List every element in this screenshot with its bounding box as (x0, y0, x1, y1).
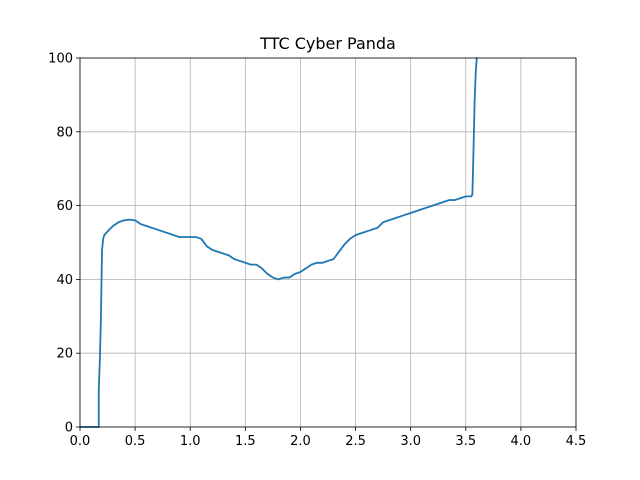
y-tick-label: 20 (56, 347, 73, 362)
y-tick-label: 100 (48, 52, 73, 67)
y-tick-label: 60 (56, 199, 73, 214)
series-line-0 (79, 57, 478, 428)
x-tick-label: 2.0 (290, 434, 311, 449)
x-tick-label: 0.5 (125, 434, 146, 449)
plot-area-frame (79, 57, 577, 428)
axis-ticks: 0.0 0.5 1.0 1.5 2.0 2.5 3.0 3.5 4.0 4.5 0 20 40 60 80 1… (48, 52, 586, 450)
x-tick-label: 2.5 (345, 434, 366, 449)
x-tick-label: 4.5 (566, 434, 587, 449)
y-tick-label: 80 (56, 125, 73, 140)
x-tick-label: 4.0 (511, 434, 532, 449)
y-tick-label: 40 (56, 273, 73, 288)
x-tick-label: 1.0 (180, 434, 201, 449)
x-tick-label: 3.5 (455, 434, 476, 449)
y-tick-label: 0 (65, 421, 73, 436)
x-tick-label: 0.0 (70, 434, 91, 449)
x-tick-label: 1.5 (235, 434, 256, 449)
chart-title: TTC Cyber Panda (259, 34, 396, 53)
data-layer (79, 57, 478, 428)
x-tick-label: 3.0 (400, 434, 421, 449)
